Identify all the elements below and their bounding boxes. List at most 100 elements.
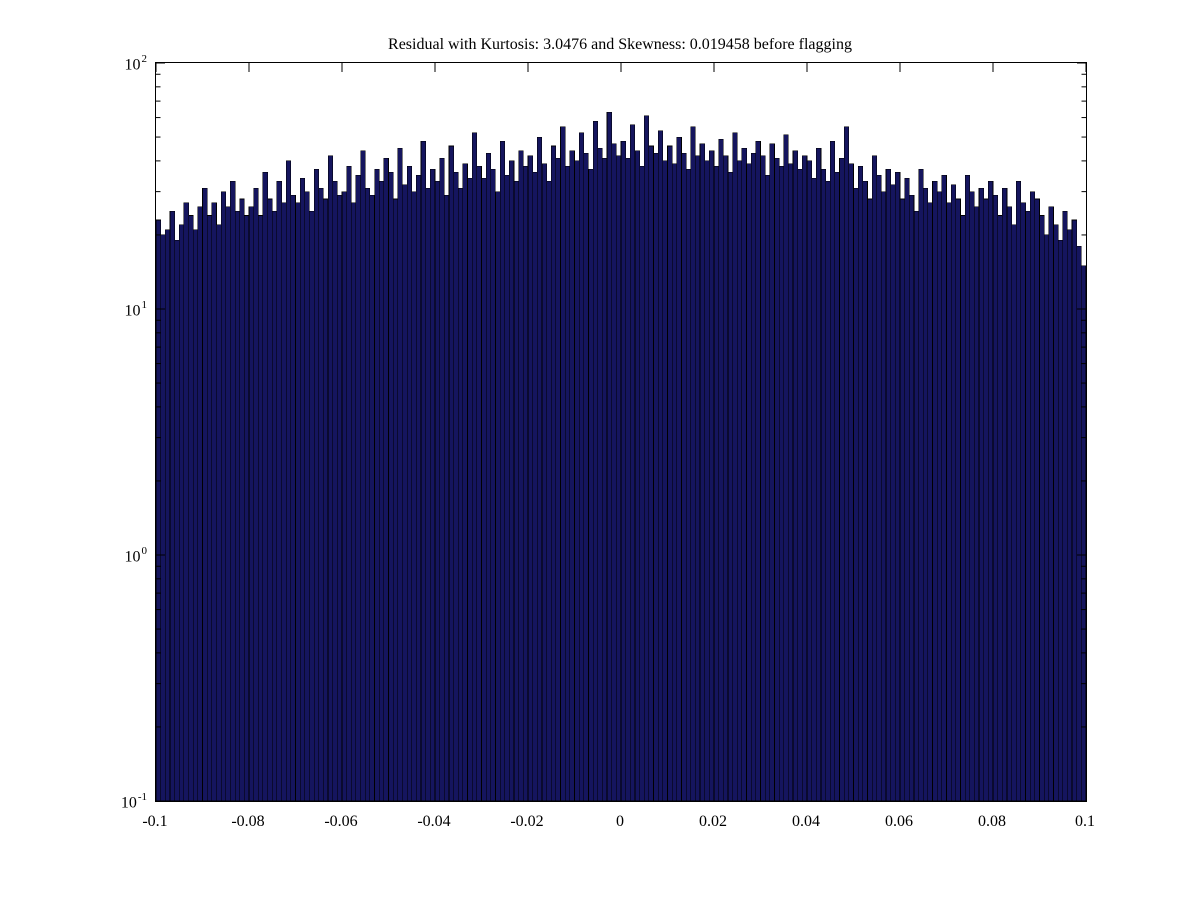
- histogram-bar: [323, 198, 329, 801]
- histogram-bar: [602, 157, 608, 801]
- histogram-bar: [178, 224, 185, 801]
- histogram-bar: [397, 148, 403, 801]
- histogram-bar: [881, 191, 887, 801]
- histogram-bar: [443, 194, 450, 801]
- histogram-bar: [383, 157, 389, 801]
- histogram-bar: [653, 152, 659, 801]
- histogram-bar: [285, 160, 292, 801]
- histogram-bar: [769, 143, 775, 801]
- histogram-bar: [388, 171, 394, 801]
- y-tick-label: 101: [124, 299, 148, 320]
- histogram-bar: [513, 181, 519, 801]
- histogram-bar: [811, 177, 817, 801]
- histogram-bar: [843, 126, 850, 801]
- histogram-bars: [156, 63, 1086, 801]
- histogram-bar: [820, 168, 826, 801]
- histogram-bar: [253, 187, 259, 801]
- histogram-bar: [318, 187, 324, 801]
- histogram-bar: [481, 177, 487, 801]
- histogram-bar: [922, 187, 929, 801]
- histogram-bar: [430, 168, 436, 801]
- histogram-bar: [648, 145, 654, 801]
- histogram-bar: [904, 177, 910, 801]
- histogram-bar: [913, 210, 919, 801]
- histogram-bar: [927, 202, 933, 801]
- histogram-bar: [160, 234, 166, 801]
- histogram-bar: [722, 155, 729, 801]
- histogram-bar: [690, 126, 696, 801]
- histogram-bar: [504, 174, 510, 801]
- histogram-bar: [964, 174, 971, 801]
- histogram-bar: [197, 206, 203, 801]
- histogram-bar: [643, 115, 650, 801]
- histogram-bar: [374, 168, 380, 801]
- histogram-bar: [378, 181, 385, 801]
- histogram-bar: [169, 210, 175, 801]
- x-tick-label: -0.02: [510, 813, 544, 830]
- histogram-bar: [750, 152, 757, 801]
- histogram-bar: [527, 155, 533, 801]
- histogram-bar: [546, 181, 552, 801]
- histogram-bar: [867, 198, 873, 801]
- histogram-bar: [239, 198, 245, 801]
- histogram-bar: [290, 194, 296, 801]
- histogram-bar: [369, 194, 375, 801]
- histogram-bar: [448, 145, 454, 801]
- histogram-bar: [774, 157, 780, 801]
- histogram-bar: [248, 206, 254, 801]
- histogram-bar: [490, 168, 496, 801]
- histogram-bar: [1011, 224, 1017, 801]
- histogram-bar: [258, 215, 264, 801]
- x-tick-label: 0.02: [699, 813, 727, 830]
- histogram-bar: [662, 160, 668, 801]
- histogram-bar: [783, 134, 789, 801]
- histogram-bar: [276, 181, 282, 801]
- histogram-bar: [1015, 181, 1022, 801]
- histogram-bar: [699, 143, 705, 801]
- x-tick-label: -0.1: [142, 813, 168, 830]
- histogram-bar: [839, 157, 845, 801]
- histogram-bar: [206, 215, 213, 801]
- histogram-bar: [895, 171, 901, 801]
- histogram-bar: [453, 171, 459, 801]
- histogram-bar: [1057, 240, 1064, 801]
- histogram-bar: [741, 148, 747, 801]
- histogram-bar: [890, 184, 896, 801]
- histogram-bar: [499, 141, 506, 801]
- histogram-bar: [695, 155, 701, 801]
- histogram-bar: [313, 168, 320, 801]
- histogram-bar: [732, 132, 738, 801]
- histogram-bar: [467, 177, 473, 801]
- histogram-bar: [834, 171, 840, 801]
- histogram-bar: [1039, 215, 1045, 801]
- histogram-bar: [829, 141, 836, 801]
- histogram-bar: [1025, 210, 1031, 801]
- histogram-bar: [620, 141, 626, 801]
- histogram-bar: [434, 181, 440, 801]
- histogram-bar: [332, 181, 338, 801]
- histogram-bar: [955, 198, 961, 801]
- histogram-bar: [476, 166, 482, 801]
- histogram-bar: [825, 181, 831, 801]
- histogram-bar: [550, 145, 557, 801]
- histogram-bar: [416, 174, 422, 801]
- histogram-bar: [616, 155, 622, 801]
- histogram-bar: [220, 191, 227, 801]
- chart-title: Residual with Kurtosis: 3.0476 and Skewn…: [388, 36, 852, 53]
- histogram-bar: [425, 187, 431, 801]
- histogram-bar: [941, 174, 947, 801]
- histogram-bar: [629, 124, 636, 801]
- histogram-bar: [555, 157, 561, 801]
- histogram-bar: [1029, 191, 1036, 801]
- histogram-bar: [355, 174, 361, 801]
- histogram-bar: [225, 206, 231, 801]
- histogram-bar: [932, 181, 938, 801]
- histogram-bar: [267, 198, 273, 801]
- x-tick-label: -0.08: [231, 813, 265, 830]
- histogram-bar: [578, 132, 585, 801]
- histogram-bar: [560, 126, 566, 801]
- histogram-bar: [564, 166, 571, 801]
- y-tick-label: 100: [124, 545, 148, 566]
- histogram-bar: [657, 130, 664, 801]
- histogram-bar: [597, 148, 603, 801]
